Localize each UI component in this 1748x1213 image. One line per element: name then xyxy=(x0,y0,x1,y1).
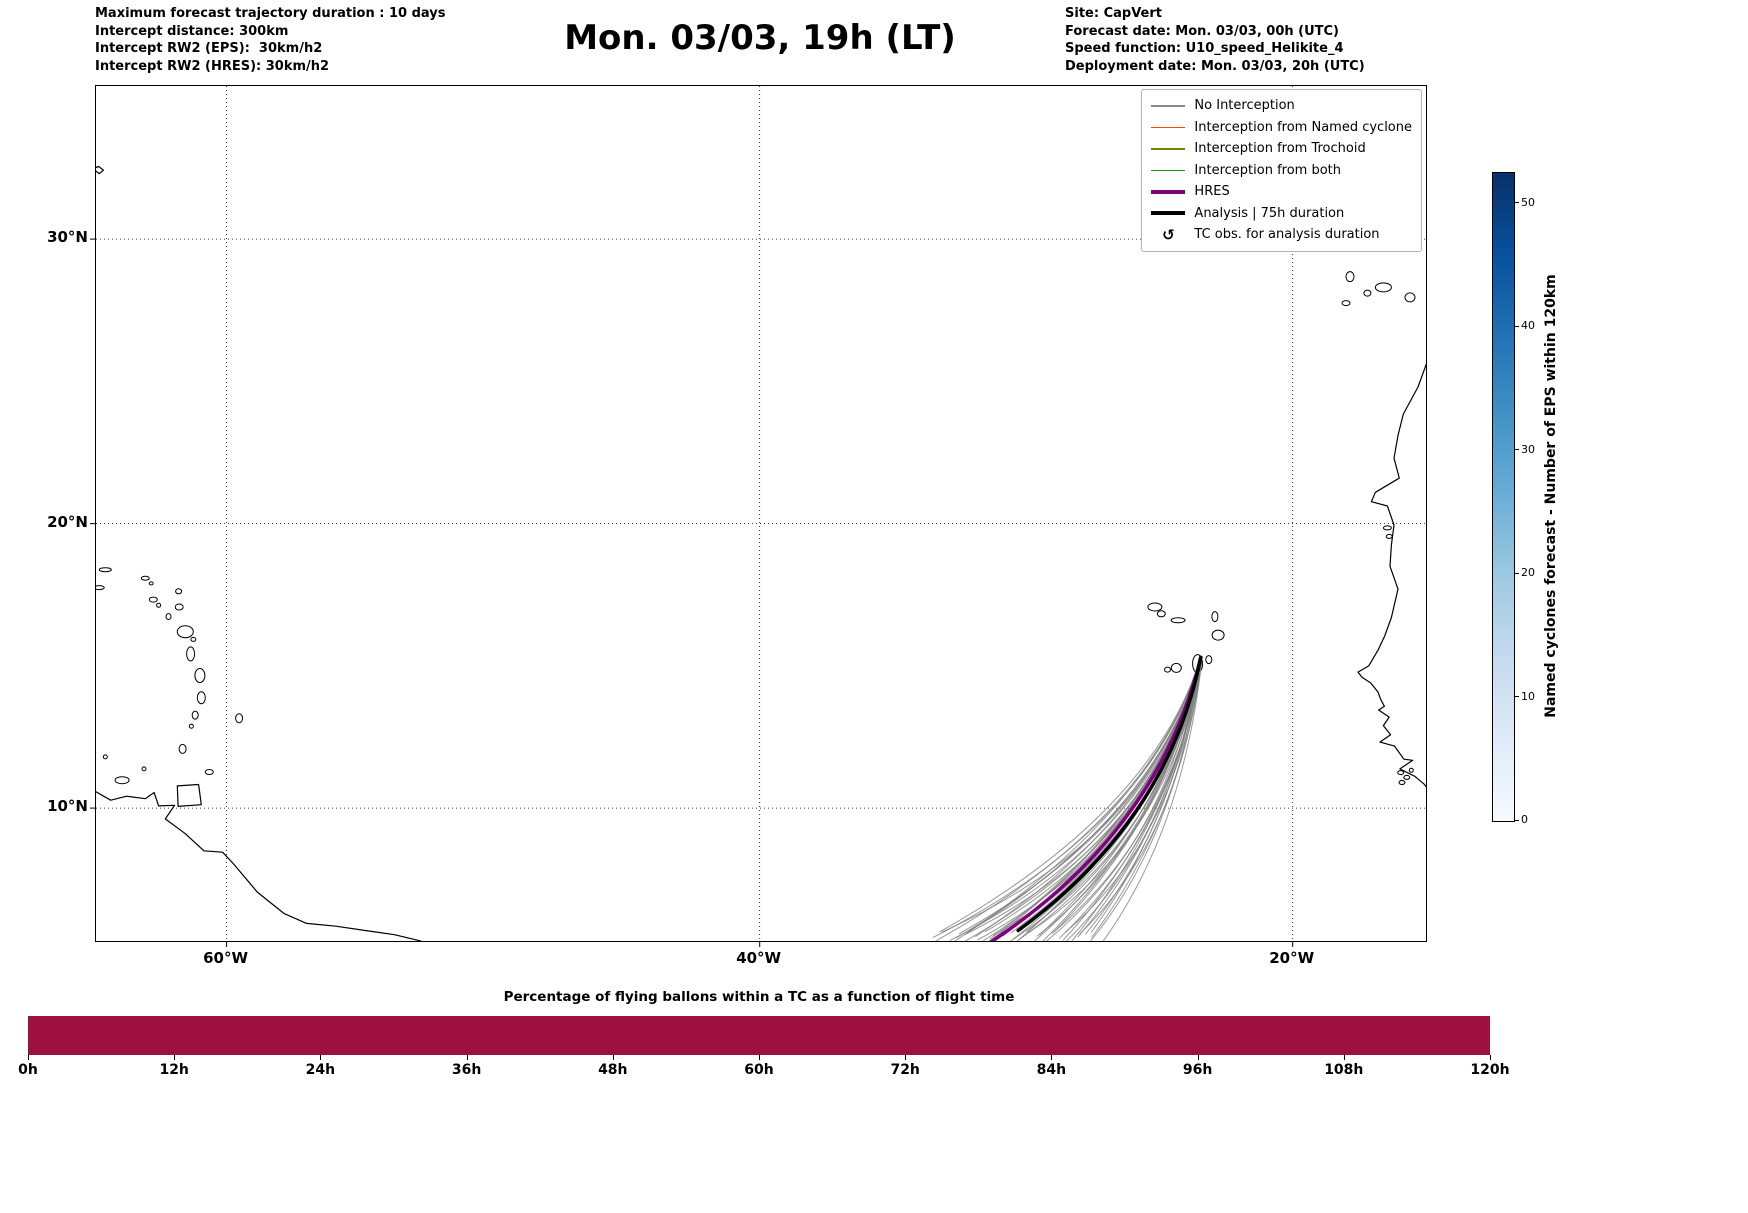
colorbar-gradient xyxy=(1492,172,1515,822)
intercept-rw2-eps-line: Intercept RW2 (EPS): 30km/h2 xyxy=(95,41,323,56)
bottom-axis-tick xyxy=(1343,1055,1345,1060)
bottom-bar-chart xyxy=(28,1016,1490,1055)
legend-label: TC obs. for analysis duration xyxy=(1194,227,1380,243)
figure-title: Mon. 03/03, 19h (LT) xyxy=(564,18,956,58)
bottom-axis-tick xyxy=(1197,1055,1199,1060)
lat-tick-label: 20°N xyxy=(47,512,88,531)
legend-label: Analysis | 75h duration xyxy=(1194,205,1345,221)
speed-function-line: Speed function: U10_speed_Helikite_4 xyxy=(1065,41,1344,56)
bottom-axis-tick xyxy=(320,1055,322,1060)
legend-label: No Interception xyxy=(1194,98,1295,114)
bar-segment xyxy=(160,1016,294,1055)
legend-item: ↺ TC obs. for analysis duration xyxy=(1151,224,1412,246)
colorbar-tick-label: 40 xyxy=(1521,319,1535,333)
legend-line xyxy=(1151,211,1186,216)
legend-line-swatch xyxy=(1151,189,1186,194)
legend-line-swatch xyxy=(1151,148,1186,150)
bar-segment xyxy=(293,1016,427,1055)
bottom-axis-tick xyxy=(612,1055,614,1060)
colorbar-label: Named cyclones forecast - Number of EPS … xyxy=(1543,274,1559,718)
colorbar-tick-label: 0 xyxy=(1521,813,1528,826)
bottom-axis-tick-label: 108h xyxy=(1324,1062,1364,1078)
legend-label: Interception from both xyxy=(1194,162,1342,178)
bar-segment xyxy=(958,1016,1092,1055)
legend-label: Interception from Named cyclone xyxy=(1194,119,1412,135)
forecast-settings: Maximum forecast trajectory duration : 1… xyxy=(95,5,446,75)
map-legend: No Interception Interception from Named c… xyxy=(1141,89,1422,252)
colorbar-tick xyxy=(1514,449,1519,451)
colorbar-tick-label: 30 xyxy=(1521,442,1535,456)
site-info: Site: CapVert Forecast date: Mon. 03/03,… xyxy=(1065,5,1365,75)
legend-item: Interception from both xyxy=(1151,160,1412,182)
lon-tick-label: 40°W xyxy=(736,949,782,967)
bar-segment xyxy=(28,1016,161,1055)
legend-line xyxy=(1151,148,1186,150)
bar-segment xyxy=(692,1016,826,1055)
colorbar-tick-label: 20 xyxy=(1521,566,1535,580)
bottom-axis-tick xyxy=(28,1055,29,1060)
bar-segment xyxy=(559,1016,693,1055)
bottom-chart-title: Percentage of flying ballons within a TC… xyxy=(503,989,1015,1005)
bottom-axis-tick-label: 0h xyxy=(18,1062,38,1078)
site-line: Site: CapVert xyxy=(1065,6,1162,21)
bottom-axis-tick-label: 12h xyxy=(159,1062,189,1078)
bar-segment xyxy=(825,1016,959,1055)
legend-item: Interception from Trochoid xyxy=(1151,138,1412,160)
bottom-axis-tick xyxy=(1490,1055,1491,1060)
bar-segment xyxy=(1091,1016,1225,1055)
map-canvas xyxy=(90,86,1426,947)
max-duration-line: Maximum forecast trajectory duration : 1… xyxy=(95,6,446,21)
legend-line xyxy=(1151,169,1186,171)
colorbar-tick xyxy=(1514,572,1519,574)
legend-line-swatch xyxy=(1151,211,1186,216)
legend-item: Analysis | 75h duration xyxy=(1151,203,1412,225)
legend-line-swatch xyxy=(1151,169,1186,171)
colorbar-tick xyxy=(1514,819,1519,821)
bottom-axis-tick xyxy=(174,1055,176,1060)
colorbar-tick-label: 10 xyxy=(1521,689,1535,703)
bar-segment xyxy=(426,1016,560,1055)
colorbar-tick xyxy=(1514,696,1519,698)
bottom-axis-tick-label: 36h xyxy=(451,1062,482,1078)
forecast-date-line: Forecast date: Mon. 03/03, 00h (UTC) xyxy=(1065,23,1340,39)
bottom-axis-tick-label: 72h xyxy=(890,1062,920,1078)
bottom-axis-tick-label: 84h xyxy=(1036,1062,1067,1078)
legend-line xyxy=(1151,126,1186,128)
lon-tick-label: 20°W xyxy=(1269,949,1315,967)
legend-line-swatch xyxy=(1151,105,1186,107)
legend-line-swatch xyxy=(1151,126,1186,128)
bar-segment xyxy=(1224,1016,1358,1055)
legend-item: No Interception xyxy=(1151,95,1412,117)
bottom-axis-tick-label: 60h xyxy=(744,1062,774,1078)
legend-item: HRES xyxy=(1151,181,1412,203)
lon-tick-label: 60°W xyxy=(203,949,249,967)
legend-line xyxy=(1151,189,1186,194)
map-panel: No Interception Interception from Named c… xyxy=(90,85,1427,947)
bottom-axis-tick xyxy=(759,1055,760,1060)
lat-tick-label: 10°N xyxy=(47,797,88,816)
legend-line xyxy=(1151,105,1186,107)
bottom-axis-tick-label: 48h xyxy=(598,1062,628,1078)
map-features xyxy=(96,165,1426,941)
tc-obs-marker-icon: ↺ xyxy=(1162,225,1175,244)
intercept-rw2-hres-line: Intercept RW2 (HRES): 30km/h2 xyxy=(95,58,330,74)
bottom-axis-tick xyxy=(466,1055,468,1060)
legend-label: Interception from Trochoid xyxy=(1194,141,1366,157)
legend-item: Interception from Named cyclone xyxy=(1151,117,1412,139)
legend-label: HRES xyxy=(1194,184,1230,200)
bottom-axis-tick-label: 120h xyxy=(1470,1062,1510,1078)
intercept-distance-line: Intercept distance: 300km xyxy=(95,23,289,39)
bottom-axis-tick xyxy=(1051,1055,1053,1060)
bottom-axis-tick-label: 24h xyxy=(305,1062,336,1078)
bar-segment xyxy=(1357,1016,1490,1055)
bottom-axis-tick-label: 96h xyxy=(1182,1062,1213,1078)
colorbar-tick-label: 50 xyxy=(1521,195,1535,209)
deployment-date-line: Deployment date: Mon. 03/03, 20h (UTC) xyxy=(1065,58,1365,74)
lat-tick-label: 30°N xyxy=(47,228,88,247)
bottom-axis-tick xyxy=(905,1055,907,1060)
colorbar-tick xyxy=(1514,325,1519,327)
colorbar-tick xyxy=(1514,202,1519,204)
